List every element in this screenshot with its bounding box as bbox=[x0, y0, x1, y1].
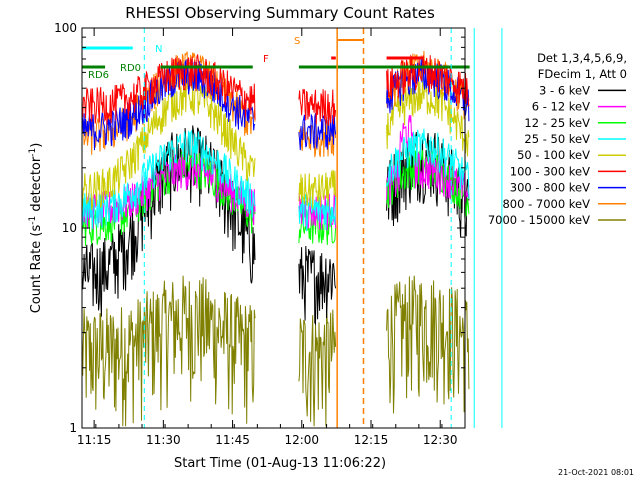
y-axis-label-sup: -1 bbox=[28, 216, 38, 225]
y-axis-label-close: ) bbox=[29, 143, 44, 148]
x-axis-label: Start Time (01-Aug-13 11:06:22) bbox=[174, 456, 386, 471]
legend: Det 1,3,4,5,6,9, FDecim 1, Att 0 3 - 6 keV… bbox=[488, 51, 627, 227]
x-tick-label-11:15: 11:15 bbox=[77, 433, 112, 447]
footer-timestamp: 21-Oct-2021 08:01 bbox=[558, 468, 634, 477]
series-line-4 bbox=[81, 78, 470, 212]
flag-label-n: N bbox=[155, 44, 162, 55]
y-tick-label-100: 100 bbox=[54, 21, 77, 35]
legend-header-0: Det 1,3,4,5,6,9, bbox=[537, 51, 627, 65]
legend-label-2: 12 - 25 keV bbox=[524, 116, 590, 130]
y-axis-label-tail: detector bbox=[29, 156, 44, 216]
legend-label-3: 25 - 50 keV bbox=[524, 132, 590, 146]
axes: 1 10 100 11:15 11:30 11:45 12:00 12:15 12:30 bbox=[54, 21, 466, 447]
x-tick-label-12:15: 12:15 bbox=[354, 433, 389, 447]
legend-label-7: 800 - 7000 keV bbox=[502, 197, 590, 211]
x-tick-label-11:30: 11:30 bbox=[146, 433, 181, 447]
legend-label-6: 300 - 800 keV bbox=[510, 181, 590, 195]
chart-title: RHESSI Observing Summary Count Rates bbox=[125, 4, 435, 22]
legend-label-0: 3 - 6 keV bbox=[539, 83, 590, 97]
y-axis-label-main: Count Rate (s bbox=[29, 225, 44, 314]
x-tick-label-12:30: 12:30 bbox=[423, 433, 458, 447]
series-line-5 bbox=[81, 54, 470, 126]
legend-header-1: FDecim 1, Att 0 bbox=[538, 67, 627, 81]
y-tick-label-10: 10 bbox=[62, 221, 77, 235]
series-line-8 bbox=[81, 275, 470, 427]
legend-label-1: 6 - 12 keV bbox=[532, 100, 590, 114]
y-axis-label: Count Rate (s-1 detector-1) bbox=[28, 143, 44, 314]
plot-area: N RD0 RD6 F S bbox=[81, 28, 503, 428]
legend-label-8: 7000 - 15000 keV bbox=[488, 213, 590, 227]
x-tick-label-11:45: 11:45 bbox=[215, 433, 250, 447]
y-tick-label-1: 1 bbox=[69, 421, 77, 435]
y-axis-label-sup2: -1 bbox=[28, 148, 38, 157]
flag-label-s: S bbox=[294, 36, 300, 47]
legend-label-5: 100 - 300 keV bbox=[510, 164, 590, 178]
legend-label-4: 50 - 100 keV bbox=[517, 148, 590, 162]
flag-label-rd6: RD6 bbox=[88, 70, 109, 81]
flag-label-rd0: RD0 bbox=[120, 63, 141, 74]
flag-label-f: F bbox=[263, 54, 269, 65]
x-tick-label-12:00: 12:00 bbox=[284, 433, 319, 447]
